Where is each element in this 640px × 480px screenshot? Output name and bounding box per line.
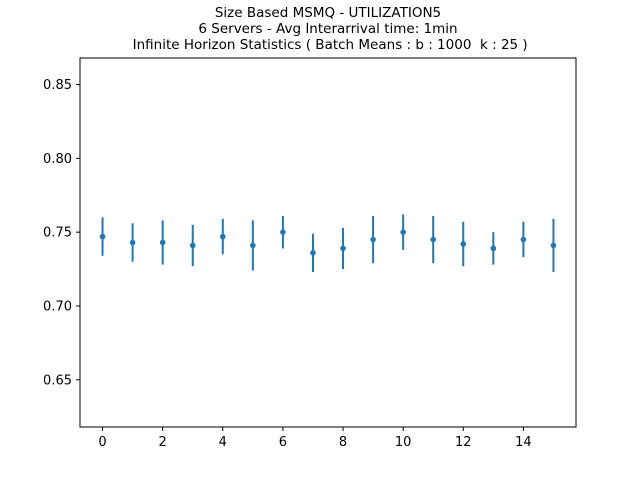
data-point-13 <box>490 245 497 252</box>
data-point-8 <box>340 245 346 252</box>
data-point-15 <box>550 242 557 249</box>
data-point-9 <box>370 236 376 243</box>
x-tick-label-2: 4 <box>219 435 227 450</box>
x-tick-label-3: 6 <box>279 435 287 450</box>
x-tick-label-1: 2 <box>159 435 167 450</box>
axes-frame <box>79 57 577 428</box>
y-tick-label-2: 0.75 <box>43 226 72 241</box>
data-point-7 <box>310 250 316 256</box>
y-tick-label-4: 0.85 <box>43 78 72 93</box>
x-tick-label-7: 14 <box>515 435 532 450</box>
data-point-3 <box>189 242 196 249</box>
data-point-6 <box>280 229 286 235</box>
data-point-0 <box>99 233 106 240</box>
y-tick-label-3: 0.80 <box>43 152 72 167</box>
x-tick-label-4: 8 <box>339 435 347 450</box>
x-tick-label-6: 12 <box>455 435 472 450</box>
plot-area: 0 2 4 6 8 10 12 14 0.65 0.70 0.75 0.80 0.85 <box>43 57 577 450</box>
y-tick-label-1: 0.70 <box>43 299 72 314</box>
data-point-1 <box>129 239 136 246</box>
data-point-12 <box>460 241 467 247</box>
y-tick-label-0: 0.65 <box>43 373 72 388</box>
title-line-2: 6 Servers - Avg Interarrival time: 1min <box>198 21 457 37</box>
data-point-5 <box>250 242 256 249</box>
data-point-4 <box>219 233 226 240</box>
x-tick-label-5: 10 <box>395 435 412 450</box>
data-point-2 <box>159 239 166 246</box>
x-tick-label-0: 0 <box>98 435 106 450</box>
title-line-1: Size Based MSMQ - UTILIZATION5 <box>215 5 441 21</box>
data-point-11 <box>430 236 437 243</box>
data-point-14 <box>520 236 527 243</box>
chart-title: Size Based MSMQ - UTILIZATION5 6 Servers… <box>128 5 527 53</box>
title-line-3: Infinite Horizon Statistics ( Batch Mean… <box>128 37 527 53</box>
data-point-10 <box>400 229 406 235</box>
